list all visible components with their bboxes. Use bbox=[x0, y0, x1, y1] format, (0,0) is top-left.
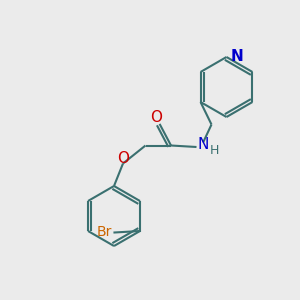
Text: H: H bbox=[209, 144, 219, 157]
Text: N: N bbox=[198, 137, 209, 152]
Text: N: N bbox=[231, 49, 244, 64]
Text: Br: Br bbox=[97, 226, 112, 239]
Text: O: O bbox=[118, 151, 130, 166]
Text: O: O bbox=[150, 110, 162, 125]
